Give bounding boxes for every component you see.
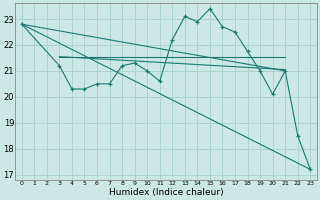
X-axis label: Humidex (Indice chaleur): Humidex (Indice chaleur) <box>109 188 223 197</box>
